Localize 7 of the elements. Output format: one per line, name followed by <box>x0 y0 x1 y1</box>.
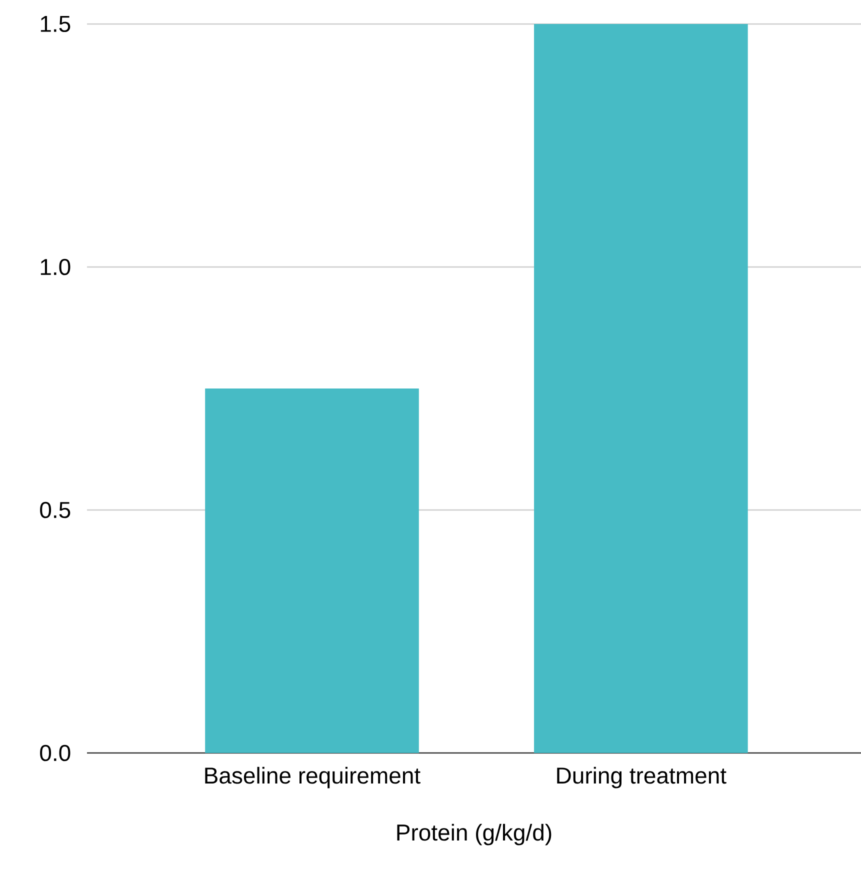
y-tick-label: 0.5 <box>40 502 70 518</box>
y-tick-label: 0.0 <box>40 744 70 762</box>
y-tick-label: 1.0 <box>40 258 70 276</box>
y-tick-label: 1.5 <box>40 16 70 32</box>
x-tick-label: During treatment <box>557 766 726 788</box>
x-axis-title: Protein (g/kg/d) <box>397 824 552 846</box>
x-tick-label: Baseline requirement <box>205 766 420 788</box>
